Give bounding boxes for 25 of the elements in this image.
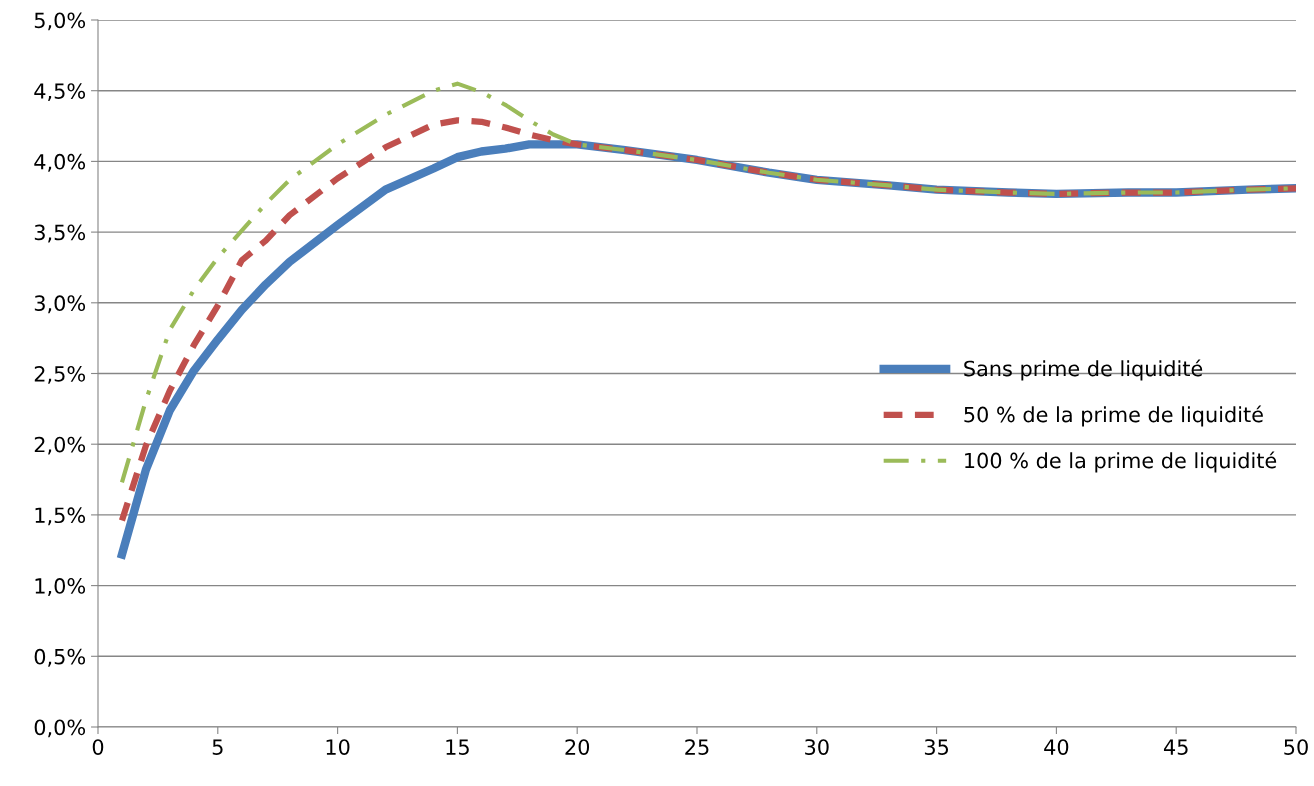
x-tick-label: 25 [685,739,709,755]
legend-label: Sans prime de liquidité [964,359,1203,381]
y-tick-label: 5,0% [34,12,86,31]
y-tick-label: 2,5% [34,365,86,384]
y-tick-label: 1,0% [35,578,86,596]
x-tick-label: 50 [1284,739,1308,755]
legend-label: 100 % de la prime de liquidité [965,451,1277,473]
y-tick-label: 0,5% [34,648,86,667]
x-tick-label: 10 [326,739,350,755]
y-tick-label: 4,0% [34,153,86,172]
x-tick-label: 45 [1163,739,1188,755]
y-tick-label: 0,0% [34,719,86,738]
x-tick-label: 0 [92,739,104,755]
y-tick-label: 4,5% [34,83,86,102]
x-tick-label: 40 [1044,739,1069,755]
x-tick-label: 35 [924,739,949,755]
x-tick-label: 15 [446,739,469,755]
legend-label: 50 % de la prime de liquidité [964,405,1263,427]
y-tick-label: 2,0% [34,436,86,455]
x-tick-label: 30 [805,739,829,755]
x-tick-label: 20 [565,739,590,755]
x-tick-label: 5 [212,739,223,755]
y-tick-label: 3,5% [34,224,86,243]
y-tick-label: 3,0% [34,295,86,314]
y-tick-label: 1,5% [35,507,86,526]
